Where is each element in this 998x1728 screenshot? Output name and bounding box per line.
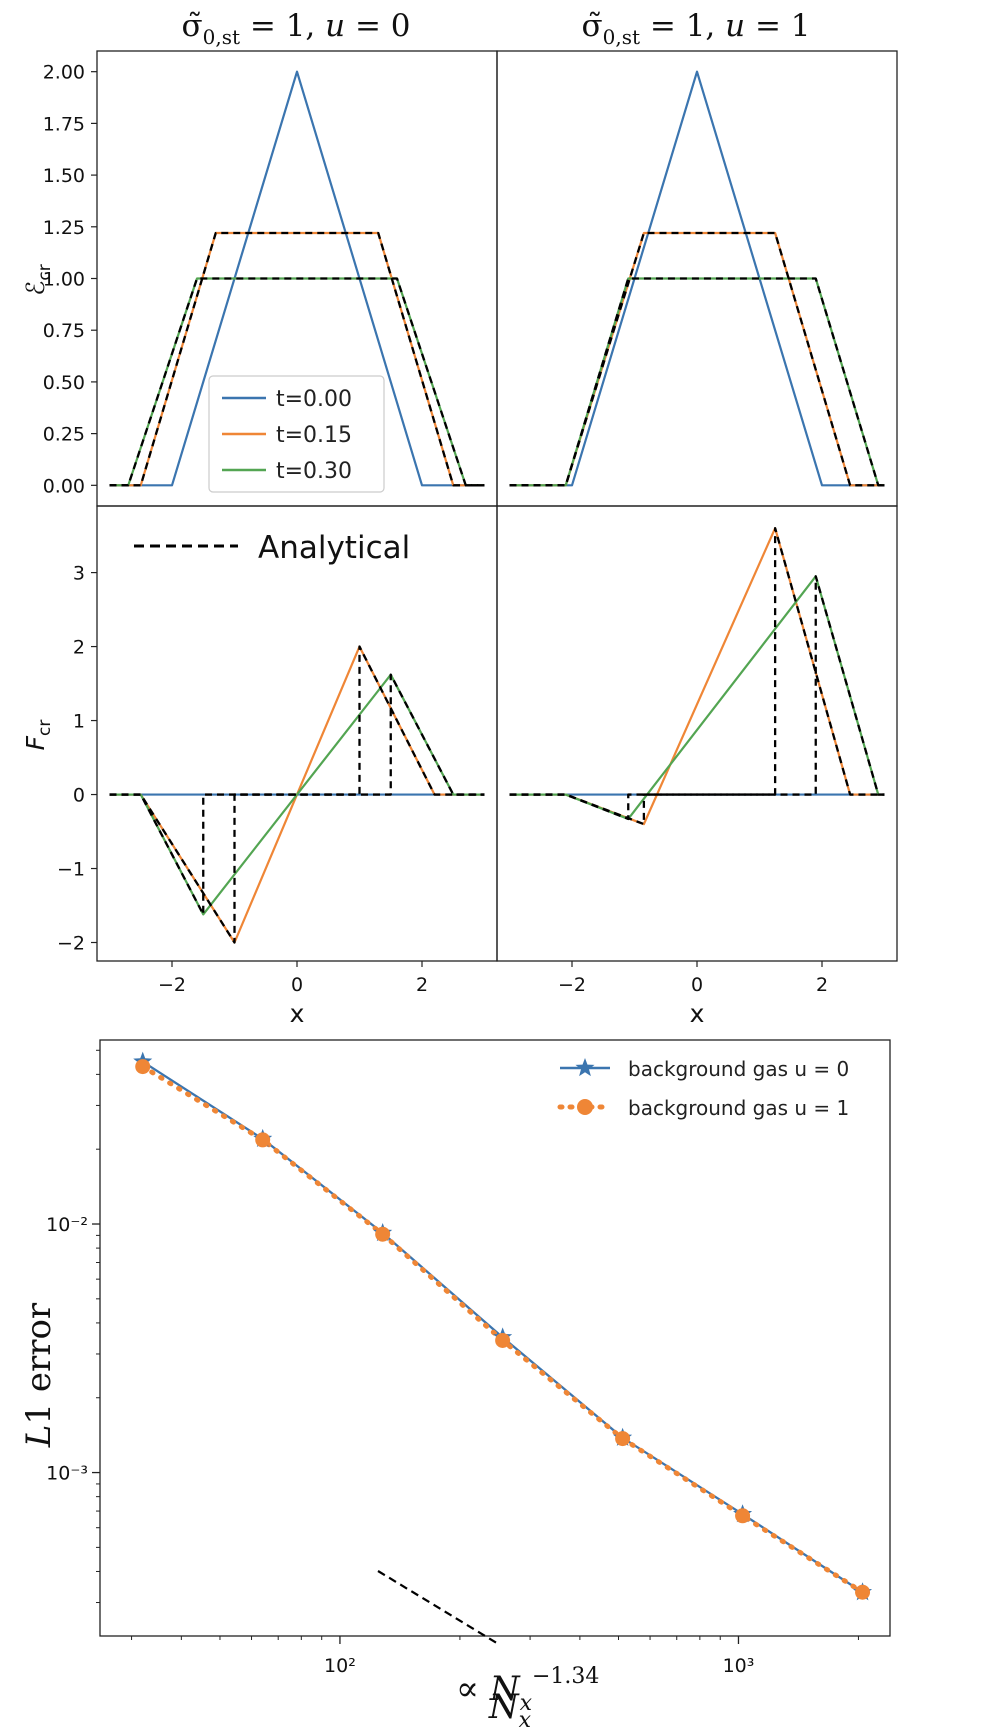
y-tick-label: 0 (73, 785, 85, 807)
y-major-tick-label: 10⁻³ (46, 1463, 88, 1485)
title-left: σ̃0,st = 1, u = 0 (181, 8, 410, 49)
y-tick-label: 1.50 (43, 165, 85, 187)
ylabel-flux: Fcr (21, 720, 55, 751)
circle-marker (615, 1431, 631, 1447)
circle-marker (255, 1132, 271, 1148)
y-tick-label: 1.00 (43, 269, 85, 291)
circle-marker (135, 1059, 151, 1075)
panel-F_u1: −2 0 2 (496, 505, 898, 996)
x-major-tick-label: 10³ (723, 1655, 755, 1677)
xlabel-right: x (690, 999, 705, 1028)
legend-label-u1: background gas u = 1 (628, 1096, 849, 1120)
x-major-tick-label: 10² (324, 1655, 356, 1677)
axes-frame (496, 505, 898, 962)
x-tick-label: 2 (816, 974, 828, 996)
analytical-line (509, 575, 885, 821)
legend-analytical: Analytical (134, 530, 410, 566)
x-tick-label: 2 (416, 974, 428, 996)
xlabel-left: x (290, 999, 305, 1028)
x-tick-label: −2 (558, 974, 586, 996)
analytical-line (509, 231, 885, 487)
axes-frame (96, 505, 498, 962)
y-tick-label: 2.00 (43, 62, 85, 84)
y-tick-label: 1 (73, 711, 85, 733)
title-right: σ̃0,st = 1, u = 1 (581, 8, 810, 49)
legend-label-t030: t=0.30 (276, 459, 352, 484)
analytical-line (109, 645, 485, 944)
circle-marker (495, 1332, 511, 1348)
legend-time: t=0.00 t=0.15 t=0.30 (208, 375, 385, 493)
series-line-t015 (509, 231, 885, 487)
legend-error: background gas u = 0 background gas u = … (557, 1057, 849, 1120)
x-tick-label: −2 (158, 974, 186, 996)
y-tick-label: 0.50 (43, 372, 85, 394)
y-tick-label: −1 (57, 859, 85, 881)
legend-marker-u1 (577, 1099, 593, 1115)
x-tick-label: 0 (291, 974, 303, 996)
series-line-t030 (509, 277, 885, 487)
legend-label-u0: background gas u = 0 (628, 1057, 849, 1081)
panel-E_u1 (496, 50, 898, 507)
series-line-t000 (109, 70, 485, 487)
slope-annotation: ∝ Nx−1.34 (456, 1664, 599, 1716)
y-tick-label: 1.75 (43, 113, 85, 135)
legend-box (208, 375, 385, 493)
ylabel-l1: L1 error (19, 1302, 59, 1448)
series-line-t030 (509, 575, 885, 821)
legend-label-t0: t=0.00 (276, 387, 352, 412)
y-tick-label: −2 (57, 933, 85, 955)
error-series-line-u0 (142, 1060, 864, 1594)
analytical-line (109, 673, 485, 916)
legend-label-analytical: Analytical (258, 530, 410, 566)
analytical-line (109, 277, 485, 487)
y-tick-label: 2 (73, 637, 85, 659)
y-major-tick-label: 10⁻² (46, 1214, 88, 1236)
analytical-line (109, 231, 485, 487)
legend-marker-u0 (575, 1058, 595, 1077)
x-tick-label: 0 (691, 974, 703, 996)
y-tick-label: 3 (73, 563, 85, 585)
circle-marker (375, 1226, 391, 1242)
analytical-line (509, 277, 885, 487)
reference-slope-line (377, 1570, 501, 1646)
panel-E_u0: 0.00 0.25 0.50 0.75 1.00 1.25 1.50 1.75 2.00 (43, 50, 498, 507)
y-tick-label: 0.25 (43, 424, 85, 446)
panel-F_u0: −2 −1 0 1 2 3 −2 0 2 (57, 505, 498, 996)
y-tick-label: 0.75 (43, 320, 85, 342)
legend-label-t015: t=0.15 (276, 423, 352, 448)
circle-marker (855, 1584, 871, 1600)
circle-marker (735, 1508, 751, 1524)
y-tick-label: 1.25 (43, 217, 85, 239)
loglog-frame (99, 1039, 891, 1637)
series-line-t015 (509, 527, 885, 826)
analytical-line (509, 527, 885, 826)
y-tick-label: 0.00 (43, 475, 85, 497)
